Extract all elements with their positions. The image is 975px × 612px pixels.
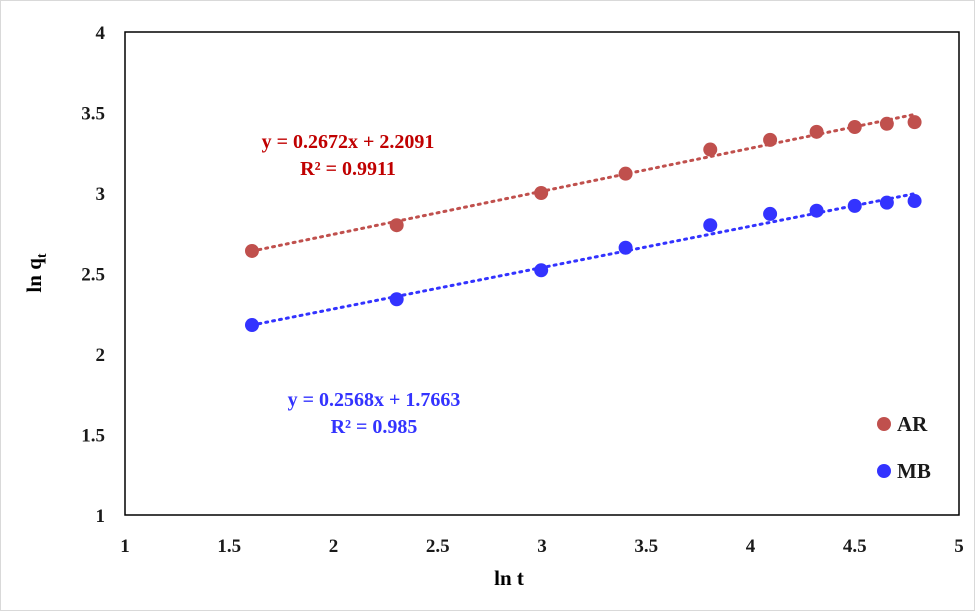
ar-point-6 (809, 124, 824, 139)
legend-ar-marker (877, 417, 891, 431)
legend: AR MB (877, 412, 931, 483)
x-tick-label-4: 3 (537, 536, 547, 557)
y-axis-title-subscript: t (35, 253, 50, 258)
mb-point-2 (534, 263, 549, 278)
ar-point-3 (618, 166, 633, 181)
mb-point-6 (809, 203, 824, 218)
y-axis-ticks: 1 1.5 2 2.5 3 3.5 4 (81, 23, 105, 527)
x-tick-label-2: 2 (329, 536, 339, 557)
ar-trend-equation: y = 0.2672x + 2.2091 (262, 131, 435, 153)
mb-point-3 (618, 240, 633, 255)
mb-point-4 (703, 218, 718, 233)
mb-point-1 (389, 292, 404, 307)
ar-trendline (250, 112, 917, 253)
ar-point-0 (244, 243, 259, 258)
x-tick-label-3: 2.5 (426, 536, 450, 557)
plot-area (124, 31, 960, 516)
legend-mb-marker (877, 464, 891, 478)
data-points (244, 115, 922, 333)
legend-mb-label: MB (897, 459, 931, 483)
mb-point-8 (879, 195, 894, 210)
trendlines (250, 112, 917, 327)
y-axis-title-main: ln q (22, 258, 46, 293)
ar-point-4 (703, 142, 718, 157)
x-tick-label-0: 1 (120, 536, 130, 557)
y-tick-label-6: 4 (96, 23, 106, 44)
x-tick-label-7: 4.5 (843, 536, 867, 557)
y-tick-label-3: 2.5 (81, 265, 105, 286)
mb-point-5 (763, 206, 778, 221)
ar-point-9 (907, 115, 922, 130)
y-tick-label-4: 3 (96, 184, 106, 205)
y-tick-label-2: 2 (96, 345, 106, 366)
mb-point-7 (847, 198, 862, 213)
ar-point-2 (534, 186, 549, 200)
mb-trend-r2: R² = 0.985 (331, 416, 418, 438)
y-tick-label-1: 1.5 (81, 426, 105, 447)
mb-point-0 (244, 318, 259, 333)
x-tick-label-1: 1.5 (217, 536, 241, 557)
ar-point-8 (879, 116, 894, 131)
ar-point-1 (389, 218, 404, 233)
y-axis-title: ln qt (22, 253, 50, 292)
x-axis-title: ln t (494, 566, 524, 590)
y-tick-label-5: 3.5 (81, 104, 105, 125)
mb-trendline (250, 192, 917, 327)
x-tick-label-6: 4 (746, 536, 756, 557)
x-tick-label-5: 3.5 (634, 536, 658, 557)
ar-trend-r2: R² = 0.9911 (300, 158, 396, 180)
mb-trend-equation: y = 0.2568x + 1.7663 (288, 389, 461, 411)
ar-point-7 (847, 119, 862, 134)
x-tick-label-8: 5 (954, 536, 964, 557)
ar-point-5 (763, 132, 778, 147)
y-tick-label-0: 1 (96, 506, 106, 527)
mb-point-9 (907, 194, 922, 209)
legend-ar-label: AR (897, 412, 928, 436)
x-axis-ticks: 1 1.5 2 2.5 3 3.5 4 4.5 5 (120, 536, 964, 557)
